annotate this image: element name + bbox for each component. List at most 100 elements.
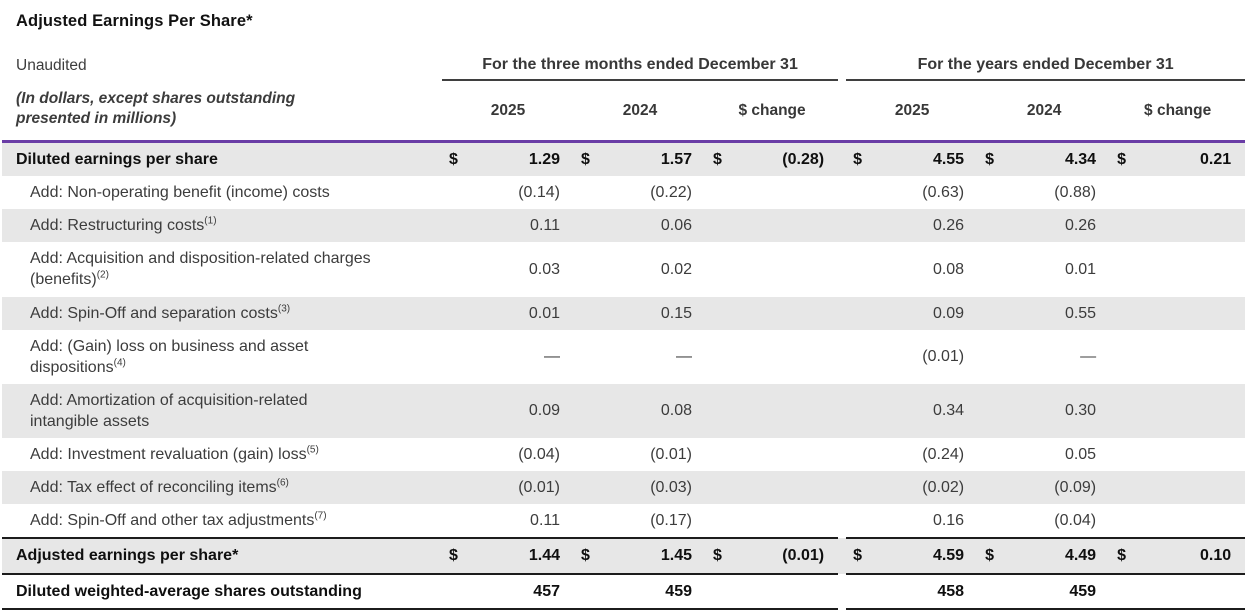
value-cell: 0.08 (932, 260, 965, 278)
group-gap (838, 574, 846, 609)
value-cell: 0.06 (598, 209, 706, 243)
dollar-sign-cell (442, 209, 466, 243)
value-cell: 0.01 (466, 296, 574, 330)
value-cell: 4.49 (1002, 537, 1111, 575)
value-cell (730, 471, 839, 505)
group-gap (838, 296, 847, 330)
value-cell: 459 (598, 573, 706, 610)
dollar-sign-cell (978, 573, 1003, 610)
value-cell: 0.11 (530, 512, 560, 530)
value-cell: 0.05 (1064, 446, 1097, 464)
footnote-marker: (6) (276, 477, 289, 489)
dollar-sign-cell (1110, 242, 1134, 296)
dollar-sign-cell (1110, 438, 1134, 471)
value-cell: 0.30 (1002, 383, 1111, 439)
dollar-sign-cell (574, 296, 598, 330)
value-cell (1134, 296, 1246, 330)
dollar-sign-cell (846, 573, 871, 610)
dollar-sign-cell: $ (706, 141, 730, 177)
table-row: Adjusted earnings per share* $1.44 $1.45 $(… (2, 537, 1246, 575)
footnote-marker: (2) (96, 270, 109, 282)
dollar-sign-cell (1110, 209, 1135, 243)
dollar-sign-cell (978, 438, 1002, 471)
value-cell: 0.11 (466, 209, 574, 243)
value-cell: — (544, 348, 560, 366)
table-row: Add: Amortization of acquisition-related… (2, 383, 1246, 439)
dollar-sign-cell (442, 330, 466, 384)
value-cell: (0.01) (466, 471, 574, 505)
dollar-sign-cell (1110, 330, 1134, 384)
column-header-row: (In dollars, except shares outstanding p… (2, 80, 1246, 143)
dollar-sign-cell (574, 504, 598, 538)
row-label: Add: Acquisition and disposition-related… (30, 250, 371, 289)
col-header-y-change: $ change (1110, 80, 1246, 143)
dollar-sign-cell: $ (846, 141, 871, 177)
value-cell (1134, 573, 1246, 610)
unaudited-label: Unaudited (16, 57, 87, 74)
group-header-years: For the years ended December 31 (846, 41, 1246, 81)
group-gap (838, 438, 846, 471)
footnote-marker: (4) (113, 357, 126, 369)
value-cell: 0.09 (466, 383, 574, 439)
value-cell (1134, 209, 1246, 243)
footnote-marker: (3) (277, 303, 291, 315)
dollar-sign-cell (1110, 573, 1135, 610)
dollar-sign-cell (846, 330, 870, 384)
dollar-sign-cell (442, 573, 466, 610)
dollar-sign-cell (706, 438, 730, 471)
value-cell: 458 (870, 573, 979, 610)
dollar-sign-cell (978, 296, 1003, 330)
dollar-sign-cell (846, 438, 870, 471)
value-cell: (0.04) (518, 446, 560, 464)
value-cell: 457 (466, 573, 574, 610)
dollar-sign-cell (706, 471, 730, 505)
dollar-sign-cell (574, 383, 598, 439)
group-gap (838, 41, 846, 80)
row-label: Add: Spin-Off and other tax adjustments(… (30, 510, 327, 530)
value-cell: 0.55 (1002, 296, 1111, 330)
group-gap (838, 538, 847, 574)
dollar-sign-cell: $ (978, 141, 1003, 177)
dollar-sign-cell (706, 209, 730, 243)
dollar-sign-cell (978, 176, 1002, 209)
value-cell: 1.44 (466, 537, 574, 575)
dollar-sign-cell (442, 242, 466, 296)
group-gap (838, 242, 846, 296)
value-cell: (0.03) (598, 471, 706, 505)
dollar-sign-cell (574, 330, 598, 384)
dollar-sign-cell (1110, 176, 1134, 209)
value-cell: 0.34 (870, 383, 979, 439)
dollar-sign-cell (1110, 471, 1135, 505)
value-cell (1134, 330, 1245, 384)
value-cell: (0.01) (922, 348, 965, 366)
value-cell: 0.26 (1002, 209, 1111, 243)
dollar-sign-cell (978, 209, 1003, 243)
row-label: Adjusted earnings per share* (2, 537, 442, 575)
dollar-sign-cell (706, 296, 730, 330)
dollar-sign-cell (846, 471, 871, 505)
col-header-q-2025: 2025 (442, 80, 574, 143)
dollar-sign-cell: $ (442, 537, 466, 575)
dollar-sign-cell (846, 209, 871, 243)
value-cell: 0.02 (660, 260, 692, 278)
value-cell: (0.04) (1054, 512, 1097, 530)
table-body: Diluted earnings per share $1.29 $1.57 $ (0.… (2, 141, 1246, 610)
dollar-sign-cell (706, 242, 730, 296)
page-title: Adjusted Earnings Per Share* (16, 12, 253, 30)
group-gap (838, 330, 846, 384)
table-row: Add: Spin-Off and other tax adjustments(… (2, 504, 1245, 538)
dollar-sign-cell (1110, 504, 1134, 538)
value-cell: 0.09 (870, 296, 979, 330)
table-row: Diluted earnings per share $1.29 $1.57 $ (0.… (2, 141, 1246, 177)
value-cell: 0.10 (1134, 537, 1246, 575)
dollar-sign-cell: $ (978, 537, 1003, 575)
dollar-sign-cell (978, 242, 1002, 296)
value-cell: (0.02) (870, 471, 979, 505)
value-cell: 459 (1002, 573, 1111, 610)
dollar-sign-cell: $ (1110, 141, 1135, 177)
dollar-sign-cell: $ (574, 537, 598, 575)
dollar-sign-cell (442, 471, 466, 505)
row-label: Add: Spin-Off and separation costs(3) (2, 296, 442, 330)
group-gap (838, 471, 847, 505)
dollar-sign-cell (574, 176, 598, 209)
